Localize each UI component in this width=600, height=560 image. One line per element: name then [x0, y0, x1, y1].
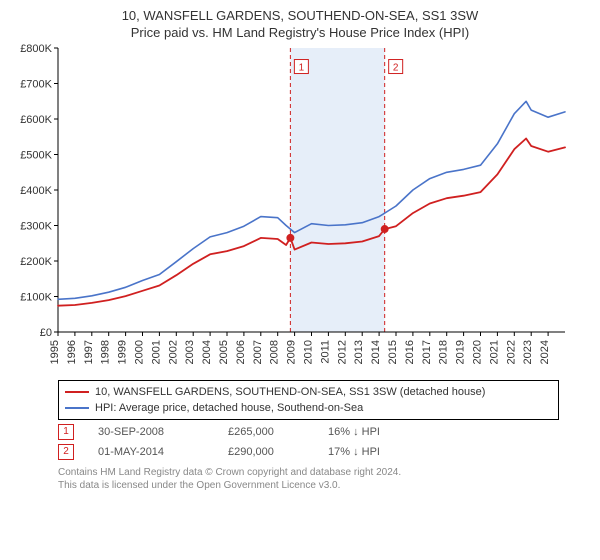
svg-text:2015: 2015	[387, 340, 399, 364]
marker-date: 01-MAY-2014	[98, 446, 228, 458]
chart-legend: 10, WANSFELL GARDENS, SOUTHEND-ON-SEA, S…	[58, 380, 559, 420]
svg-text:£0: £0	[40, 327, 52, 339]
legend-label: 10, WANSFELL GARDENS, SOUTHEND-ON-SEA, S…	[95, 384, 485, 400]
figure-wrap: 10, WANSFELL GARDENS, SOUTHEND-ON-SEA, S…	[0, 0, 600, 500]
note-line: Contains HM Land Registry data © Crown c…	[58, 466, 559, 479]
svg-text:1996: 1996	[66, 340, 78, 364]
svg-text:2: 2	[393, 63, 399, 74]
marker-delta: 17% ↓ HPI	[328, 446, 559, 458]
note-line: This data is licensed under the Open Gov…	[58, 479, 559, 492]
marker-badge: 2	[58, 444, 74, 460]
svg-text:2013: 2013	[353, 340, 365, 364]
svg-text:2014: 2014	[370, 340, 382, 364]
legend-swatch	[65, 391, 89, 393]
svg-text:£400K: £400K	[20, 185, 52, 197]
svg-text:2020: 2020	[472, 340, 484, 364]
svg-text:2011: 2011	[319, 340, 331, 364]
svg-text:2024: 2024	[539, 340, 551, 364]
svg-text:£800K: £800K	[20, 44, 52, 55]
svg-text:2010: 2010	[303, 340, 315, 364]
svg-text:1: 1	[299, 63, 305, 74]
svg-text:£700K: £700K	[20, 79, 52, 91]
marker-row: 2 01-MAY-2014£290,00017% ↓ HPI	[58, 444, 559, 460]
svg-text:2012: 2012	[336, 340, 348, 364]
svg-text:2017: 2017	[421, 340, 433, 364]
marker-price: £290,000	[228, 446, 328, 458]
marker-row: 1 30-SEP-2008£265,00016% ↓ HPI	[58, 424, 559, 440]
marker-price: £265,000	[228, 426, 328, 438]
svg-text:2022: 2022	[505, 340, 517, 364]
svg-text:1999: 1999	[117, 340, 129, 364]
chart-holder: £0 £100K £200K £300K £400K £500K £600K £700K £80…	[8, 44, 592, 374]
price-hpi-line-chart: £0 £100K £200K £300K £400K £500K £600K £700K £80…	[8, 44, 598, 374]
svg-text:£300K: £300K	[20, 221, 52, 233]
legend-row: 10, WANSFELL GARDENS, SOUTHEND-ON-SEA, S…	[65, 384, 552, 400]
chart-title-block: 10, WANSFELL GARDENS, SOUTHEND-ON-SEA, S…	[8, 8, 592, 40]
footer-notes: Contains HM Land Registry data © Crown c…	[58, 466, 559, 492]
svg-text:2005: 2005	[218, 340, 230, 364]
title-line-2: Price paid vs. HM Land Registry's House …	[8, 25, 592, 40]
svg-text:2001: 2001	[150, 340, 162, 364]
marker-table: 1 30-SEP-2008£265,00016% ↓ HPI 2 01-MAY-201…	[58, 424, 559, 460]
svg-text:1995: 1995	[49, 340, 61, 364]
svg-text:2000: 2000	[134, 340, 146, 364]
marker-badge: 1	[58, 424, 74, 440]
svg-text:£100K: £100K	[20, 292, 52, 304]
svg-text:1998: 1998	[100, 340, 112, 364]
svg-text:£200K: £200K	[20, 256, 52, 268]
svg-text:£500K: £500K	[20, 150, 52, 162]
svg-text:2007: 2007	[252, 340, 264, 364]
svg-text:2009: 2009	[286, 340, 298, 364]
svg-text:2008: 2008	[269, 340, 281, 364]
title-line-1: 10, WANSFELL GARDENS, SOUTHEND-ON-SEA, S…	[8, 8, 592, 23]
marker-delta: 16% ↓ HPI	[328, 426, 559, 438]
svg-text:2004: 2004	[201, 340, 213, 364]
svg-text:2023: 2023	[522, 340, 534, 364]
legend-swatch	[65, 407, 89, 409]
svg-text:2006: 2006	[235, 340, 247, 364]
svg-text:2016: 2016	[404, 340, 416, 364]
svg-text:2002: 2002	[167, 340, 179, 364]
legend-row: HPI: Average price, detached house, Sout…	[65, 400, 552, 416]
svg-text:1997: 1997	[83, 340, 95, 364]
svg-text:2003: 2003	[184, 340, 196, 364]
marker-date: 30-SEP-2008	[98, 426, 228, 438]
svg-text:2021: 2021	[488, 340, 500, 364]
svg-text:2018: 2018	[438, 340, 450, 364]
svg-text:£600K: £600K	[20, 114, 52, 126]
legend-label: HPI: Average price, detached house, Sout…	[95, 400, 363, 416]
svg-text:2019: 2019	[455, 340, 467, 364]
